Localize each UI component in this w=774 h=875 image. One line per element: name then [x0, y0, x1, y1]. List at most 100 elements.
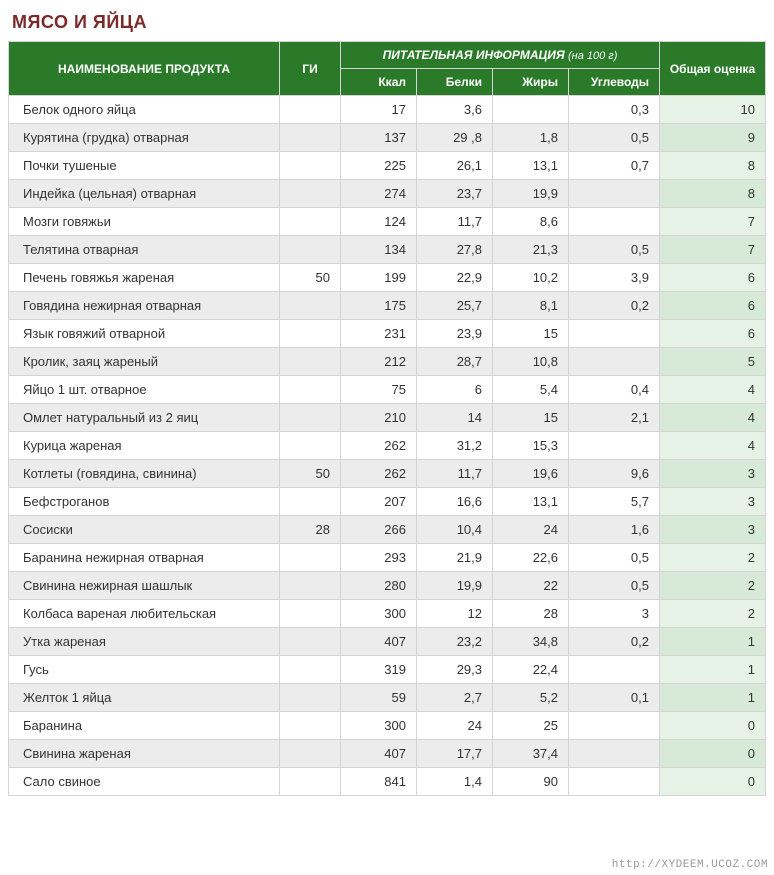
watermark: http://XYDEEM.UCOZ.COM — [612, 859, 768, 871]
cell-rating: 0 — [660, 712, 765, 739]
cell-product: Курица жареная — [9, 432, 279, 459]
cell-product: Печень говяжья жареная — [9, 264, 279, 291]
cell-product: Котлеты (говядина, свинина) — [9, 460, 279, 487]
cell-kcal: 300 — [341, 712, 416, 739]
cell-carbs: 5,7 — [569, 488, 659, 515]
col-gi: ГИ — [280, 42, 340, 95]
cell-product: Колбаса вареная любительская — [9, 600, 279, 627]
cell-protein: 25,7 — [417, 292, 492, 319]
cell-protein: 31,2 — [417, 432, 492, 459]
cell-fat: 21,3 — [493, 236, 568, 263]
cell-protein: 11,7 — [417, 460, 492, 487]
cell-kcal: 319 — [341, 656, 416, 683]
cell-rating: 5 — [660, 348, 765, 375]
table-row: Телятина отварная13427,821,30,57 — [9, 236, 765, 263]
table-row: Белок одного яйца173,60,310 — [9, 96, 765, 123]
cell-gi — [280, 152, 340, 179]
col-protein: Белки — [417, 69, 492, 95]
cell-protein: 6 — [417, 376, 492, 403]
cell-protein: 29,3 — [417, 656, 492, 683]
cell-product: Телятина отварная — [9, 236, 279, 263]
cell-gi — [280, 768, 340, 795]
cell-rating: 1 — [660, 628, 765, 655]
cell-protein: 28,7 — [417, 348, 492, 375]
cell-fat: 37,4 — [493, 740, 568, 767]
cell-carbs: 0,4 — [569, 376, 659, 403]
cell-gi — [280, 656, 340, 683]
cell-gi — [280, 432, 340, 459]
cell-protein: 23,9 — [417, 320, 492, 347]
cell-kcal: 407 — [341, 628, 416, 655]
cell-fat: 22,6 — [493, 544, 568, 571]
cell-product: Почки тушеные — [9, 152, 279, 179]
cell-carbs — [569, 768, 659, 795]
cell-fat: 13,1 — [493, 152, 568, 179]
cell-rating: 7 — [660, 208, 765, 235]
cell-product: Баранина — [9, 712, 279, 739]
table-row: Говядина нежирная отварная17525,78,10,26 — [9, 292, 765, 319]
cell-rating: 0 — [660, 768, 765, 795]
cell-rating: 7 — [660, 236, 765, 263]
cell-gi — [280, 292, 340, 319]
cell-kcal: 293 — [341, 544, 416, 571]
cell-gi — [280, 348, 340, 375]
cell-protein: 1,4 — [417, 768, 492, 795]
cell-rating: 6 — [660, 264, 765, 291]
cell-carbs: 0,1 — [569, 684, 659, 711]
cell-kcal: 75 — [341, 376, 416, 403]
col-group-nutrition: ПИТАТЕЛЬНАЯ ИНФОРМАЦИЯ (на 100 г) — [341, 42, 659, 68]
cell-protein: 21,9 — [417, 544, 492, 571]
cell-rating: 1 — [660, 656, 765, 683]
cell-gi — [280, 488, 340, 515]
cell-rating: 1 — [660, 684, 765, 711]
table-row: Котлеты (говядина, свинина)5026211,719,6… — [9, 460, 765, 487]
cell-gi — [280, 96, 340, 123]
col-kcal: Ккал — [341, 69, 416, 95]
cell-kcal: 17 — [341, 96, 416, 123]
cell-rating: 10 — [660, 96, 765, 123]
cell-protein: 29 ,8 — [417, 124, 492, 151]
col-product: НАИМЕНОВАНИЕ ПРОДУКТА — [9, 42, 279, 95]
cell-product: Язык говяжий отварной — [9, 320, 279, 347]
cell-gi — [280, 208, 340, 235]
cell-rating: 4 — [660, 432, 765, 459]
cell-gi: 50 — [280, 460, 340, 487]
cell-product: Бефстроганов — [9, 488, 279, 515]
cell-kcal: 266 — [341, 516, 416, 543]
cell-rating: 9 — [660, 124, 765, 151]
cell-protein: 14 — [417, 404, 492, 431]
cell-rating: 8 — [660, 152, 765, 179]
cell-kcal: 124 — [341, 208, 416, 235]
cell-rating: 0 — [660, 740, 765, 767]
cell-fat: 90 — [493, 768, 568, 795]
cell-product: Сосиски — [9, 516, 279, 543]
cell-product: Гусь — [9, 656, 279, 683]
cell-fat: 8,6 — [493, 208, 568, 235]
cell-protein: 23,7 — [417, 180, 492, 207]
cell-carbs: 3 — [569, 600, 659, 627]
cell-protein: 17,7 — [417, 740, 492, 767]
table-row: Индейка (цельная) отварная27423,719,98 — [9, 180, 765, 207]
cell-rating: 4 — [660, 404, 765, 431]
table-row: Утка жареная40723,234,80,21 — [9, 628, 765, 655]
table-row: Сосиски2826610,4241,63 — [9, 516, 765, 543]
cell-fat: 34,8 — [493, 628, 568, 655]
cell-protein: 24 — [417, 712, 492, 739]
cell-protein: 10,4 — [417, 516, 492, 543]
table-header: НАИМЕНОВАНИЕ ПРОДУКТА ГИ ПИТАТЕЛЬНАЯ ИНФ… — [9, 42, 765, 95]
cell-product: Мозги говяжьи — [9, 208, 279, 235]
table-body: Белок одного яйца173,60,310Курятина (гру… — [9, 96, 765, 795]
cell-kcal: 300 — [341, 600, 416, 627]
cell-fat: 25 — [493, 712, 568, 739]
cell-fat: 13,1 — [493, 488, 568, 515]
cell-fat: 28 — [493, 600, 568, 627]
col-fat: Жиры — [493, 69, 568, 95]
cell-rating: 2 — [660, 544, 765, 571]
table-row: Свинина нежирная шашлык28019,9220,52 — [9, 572, 765, 599]
cell-carbs: 0,5 — [569, 124, 659, 151]
cell-fat — [493, 96, 568, 123]
cell-kcal: 407 — [341, 740, 416, 767]
cell-carbs: 0,2 — [569, 628, 659, 655]
cell-carbs: 0,5 — [569, 572, 659, 599]
cell-protein: 16,6 — [417, 488, 492, 515]
